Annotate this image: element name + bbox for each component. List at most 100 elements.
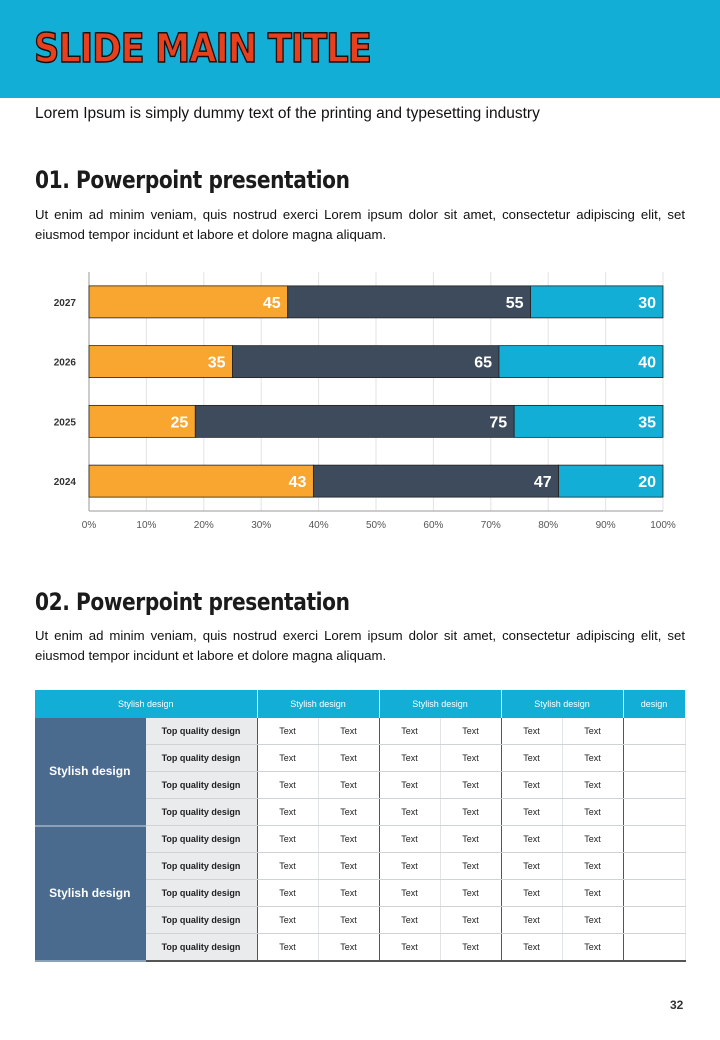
table-header-cell: Stylish design — [257, 690, 380, 718]
table-cell-empty — [623, 852, 686, 880]
bar-segment — [88, 285, 289, 319]
table-cell: Text — [318, 744, 380, 772]
table-cell-empty — [623, 879, 686, 907]
table-cell: Text — [257, 718, 319, 745]
table-cell: Text — [440, 718, 502, 745]
data-label: 20 — [638, 474, 656, 491]
table-cell: Text — [501, 771, 563, 799]
row-label: Top quality design — [145, 933, 258, 962]
data-label: 43 — [289, 474, 307, 491]
header-banner: SLIDE MAIN TITLE — [0, 0, 720, 98]
table-cell: Text — [562, 852, 624, 880]
row-label: Top quality design — [145, 879, 258, 907]
table-cell-empty — [623, 771, 686, 799]
bar-segment — [558, 464, 664, 498]
bar-segment — [287, 285, 531, 319]
table-cell: Text — [318, 798, 380, 826]
bar-segment — [88, 464, 314, 498]
x-tick-label: 50% — [366, 520, 386, 531]
table-cell: Text — [562, 933, 624, 962]
data-label: 75 — [489, 414, 507, 431]
table-cell: Text — [501, 825, 563, 853]
table-cell: Text — [440, 906, 502, 934]
table-cell: Text — [562, 825, 624, 853]
bar-segment — [88, 345, 233, 379]
table-cell: Text — [562, 906, 624, 934]
x-tick-label: 10% — [136, 520, 156, 531]
design-table: Stylish design Stylish design Stylish de… — [35, 690, 686, 962]
table-header-row: Stylish design Stylish design Stylish de… — [35, 690, 686, 718]
table-cell: Text — [318, 718, 380, 745]
section-1-title: 01. Powerpoint presentation — [35, 166, 350, 194]
bar-segment — [312, 464, 560, 498]
row-label: Top quality design — [145, 798, 258, 826]
table-cell-empty — [623, 718, 686, 745]
table-cell: Text — [318, 825, 380, 853]
bar-segment — [498, 345, 664, 379]
x-tick-label: 20% — [194, 520, 214, 531]
table-row: Stylish design Top quality design Text Text… — [35, 718, 686, 827]
table-cell: Text — [501, 933, 563, 962]
table-cell: Text — [440, 771, 502, 799]
table-cell: Text — [440, 825, 502, 853]
bar-segment — [88, 404, 196, 438]
data-label: 25 — [170, 414, 188, 431]
data-label: 30 — [638, 295, 656, 312]
table-cell: Text — [379, 825, 441, 853]
data-label: 47 — [534, 474, 552, 491]
table-row: Top quality design Text Text Text Text Text Te… — [35, 906, 686, 934]
data-label: 40 — [638, 355, 656, 372]
table-cell: Text — [379, 718, 441, 745]
x-tick-label: 80% — [538, 520, 558, 531]
data-label: 35 — [208, 355, 226, 372]
table-cell: Text — [562, 798, 624, 826]
table-cell: Text — [562, 718, 624, 745]
table-row: Stylish design Top quality design Text Text… — [35, 825, 686, 962]
table-cell: Text — [379, 933, 441, 962]
x-tick-label: 90% — [596, 520, 616, 531]
data-label: 45 — [263, 295, 281, 312]
bar-segment — [530, 285, 664, 319]
bar-segment — [232, 345, 500, 379]
x-tick-label: 100% — [650, 520, 676, 531]
y-tick-label: 2027 — [54, 298, 77, 309]
table-cell: Text — [257, 825, 319, 853]
table-cell: Text — [501, 744, 563, 772]
table-header-cell: design — [623, 690, 686, 718]
table-cell: Text — [501, 798, 563, 826]
row-group-label: Stylish design — [35, 718, 146, 827]
row-label: Top quality design — [145, 852, 258, 880]
x-tick-label: 40% — [309, 520, 329, 531]
table-cell: Text — [440, 879, 502, 907]
row-label: Top quality design — [145, 825, 258, 853]
section-2-text: Ut enim ad minim veniam, quis nostrud ex… — [35, 628, 685, 663]
table-cell: Text — [318, 852, 380, 880]
row-label: Top quality design — [145, 906, 258, 934]
table-cell: Text — [257, 879, 319, 907]
table-cell-empty — [623, 744, 686, 772]
table-row: Top quality design Text Text Text Text Text Te… — [35, 744, 686, 772]
table-cell: Text — [379, 906, 441, 934]
section-1-text: Ut enim ad minim veniam, quis nostrud ex… — [35, 207, 685, 242]
section-2-title: 02. Powerpoint presentation — [35, 588, 350, 616]
table-cell: Text — [440, 744, 502, 772]
bar-segment — [513, 404, 664, 438]
y-tick-label: 2026 — [54, 358, 77, 369]
table-cell: Text — [257, 744, 319, 772]
table-cell: Text — [501, 852, 563, 880]
table-header-cell: Stylish design — [35, 690, 258, 718]
stacked-bar-chart: 0% 10% 20% 30% 40% 50% 60% 70% 80% 90% 100% 2027 45 5… — [54, 272, 676, 531]
table-header-cell: Stylish design — [501, 690, 624, 718]
table-cell: Text — [562, 771, 624, 799]
table-cell-empty — [623, 798, 686, 826]
table-cell: Text — [318, 906, 380, 934]
table-cell: Text — [318, 933, 380, 962]
slide-main-title: SLIDE MAIN TITLE — [33, 25, 372, 73]
table-row: Top quality design Text Text Text Text Text Te… — [35, 798, 686, 826]
table-row: Top quality design Text Text Text Text Text Te… — [35, 771, 686, 799]
table-cell: Text — [257, 906, 319, 934]
page-number: 32 — [670, 998, 684, 1012]
table-cell: Text — [257, 771, 319, 799]
table-cell: Text — [379, 744, 441, 772]
table-cell: Text — [501, 879, 563, 907]
